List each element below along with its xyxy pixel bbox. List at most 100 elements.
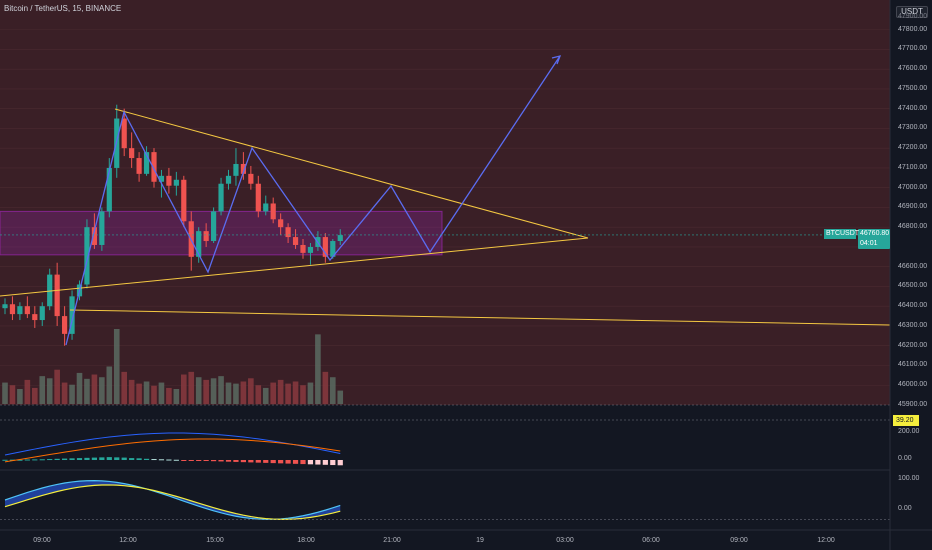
drawings-layer[interactable]	[0, 55, 891, 346]
price-axis-label: 47200.00	[898, 144, 928, 152]
macd-axis-label-top: 200.00	[898, 428, 920, 435]
macd-histogram-bar	[9, 459, 16, 461]
candle-body	[54, 274, 60, 317]
volume-bar	[262, 387, 269, 404]
macd-histogram-bar	[99, 457, 105, 460]
candle-body	[300, 244, 306, 253]
volume-bar	[233, 383, 239, 404]
macd-histogram-bar	[233, 460, 239, 462]
volume-bar	[76, 372, 83, 404]
macd-histogram-bar	[17, 459, 23, 461]
price-axis-label: 47100.00	[898, 163, 928, 171]
candle-body	[240, 163, 246, 174]
symbol-title[interactable]: Bitcoin / TetherUS, 15, BINANCE	[4, 4, 122, 13]
macd-histogram-bar	[248, 460, 254, 463]
candle-body	[136, 158, 142, 174]
volume-bar	[2, 382, 8, 404]
price-axis-label: 47000.00	[898, 183, 928, 191]
candle-body	[322, 237, 328, 257]
volume-bar	[61, 382, 68, 404]
volume-bar	[248, 378, 254, 404]
time-axis-label: 21:00	[383, 537, 401, 544]
volume-bar	[195, 377, 202, 404]
macd-histogram-bar	[69, 458, 75, 460]
chart-grid	[0, 29, 890, 386]
macd-histogram-bar	[39, 459, 45, 461]
horizontal-support-line	[69, 309, 891, 326]
candle-body	[278, 219, 284, 228]
price-axis-label: 46900.00	[898, 203, 928, 211]
time-axis-label: 15:00	[206, 537, 224, 544]
macd-histogram-bar	[218, 460, 224, 462]
candle-body	[270, 203, 276, 220]
volume-bar	[17, 389, 23, 404]
price-axis-clipped-label: 47900.00	[898, 13, 928, 20]
price-tag-countdown: 04:01	[860, 240, 878, 247]
macd-histogram-bar	[76, 458, 83, 460]
volume-bar	[292, 381, 299, 404]
macd-histogram-bar	[196, 460, 202, 461]
candle-body	[166, 175, 172, 186]
candle-body	[203, 231, 209, 242]
volume-bar	[270, 382, 276, 404]
projection-arrowhead	[551, 55, 562, 65]
candle-body	[91, 227, 97, 245]
macd-histogram-bar	[330, 460, 336, 466]
macd-histogram-bar	[2, 459, 8, 461]
volume-bar	[9, 385, 16, 404]
macd-axis-label-zero: 0.00	[898, 455, 912, 462]
price-axis-label: 46200.00	[898, 341, 928, 349]
macd-histogram-bar	[129, 458, 135, 460]
candle-body	[285, 227, 291, 238]
macd-histogram-bar	[143, 458, 150, 460]
candle-body	[255, 183, 261, 212]
consolidation-zone[interactable]	[0, 210, 443, 256]
volume-bar	[277, 379, 284, 404]
projection-path	[65, 55, 561, 346]
time-axis-label: 03:00	[556, 537, 574, 544]
macd-histogram-bar	[300, 460, 306, 465]
candle-body	[99, 211, 105, 245]
volume-bar	[181, 374, 187, 404]
candle-body	[121, 118, 127, 149]
candle-body	[307, 246, 314, 253]
macd-histogram-bar	[203, 460, 209, 461]
time-axis-label: 06:00	[642, 537, 660, 544]
macd-histogram-bar	[181, 460, 187, 461]
macd-histogram-bar	[337, 460, 343, 466]
volume-bar	[203, 379, 209, 404]
volume-bar	[218, 376, 224, 404]
macd-histogram-bar	[270, 460, 276, 464]
candle-body	[84, 227, 90, 285]
volume-bar	[99, 377, 105, 404]
oscillator-axis-label-zero: 0.00	[898, 505, 912, 512]
price-axis-label: 47500.00	[898, 84, 928, 92]
candle-body	[330, 241, 336, 257]
price-axis-label: 47800.00	[898, 25, 928, 33]
currency-button[interactable]: USDT	[896, 6, 928, 18]
macd-histogram-bar	[263, 460, 269, 463]
macd-signal-line	[4, 438, 341, 463]
macd-histogram-bar	[166, 459, 172, 461]
candle-body	[263, 203, 269, 212]
candle-body	[24, 306, 30, 315]
macd-histogram-bar	[114, 457, 120, 460]
volume-bar	[54, 369, 60, 404]
volume-bar	[255, 385, 262, 404]
volume-bar	[106, 366, 113, 404]
candle-body	[62, 316, 68, 334]
macd-histogram-bar	[84, 457, 90, 460]
candle-body	[248, 173, 254, 184]
volume-bar	[46, 378, 53, 404]
price-axis-label: 46100.00	[898, 361, 928, 369]
volume-bar	[84, 378, 90, 404]
price-axis-label: 46300.00	[898, 321, 928, 329]
time-axis-label: 09:00	[33, 537, 51, 544]
macd-histogram-bar	[278, 460, 284, 464]
candle-body	[9, 304, 16, 315]
candle-body	[2, 304, 8, 309]
triangle-upper-trendline	[114, 108, 589, 239]
time-axis-label: 18:00	[297, 537, 315, 544]
volume-bar	[307, 382, 314, 404]
